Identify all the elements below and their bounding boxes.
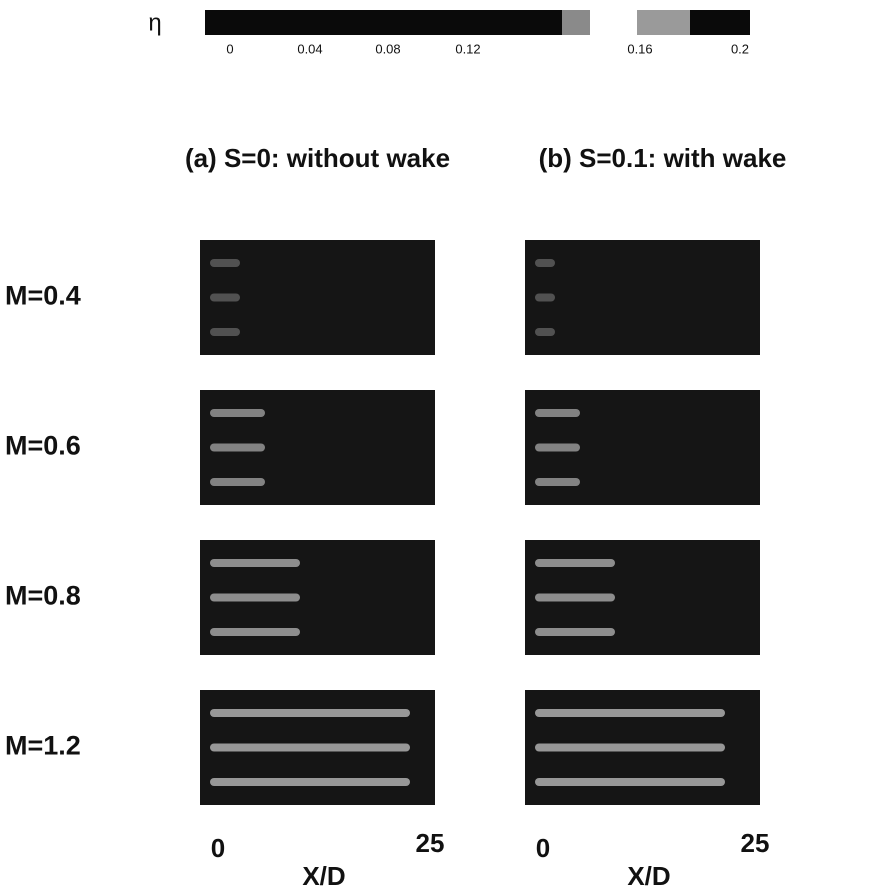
coolant-streak <box>535 628 615 636</box>
coolant-streak <box>535 259 555 267</box>
coolant-streak <box>210 628 300 636</box>
coolant-streak <box>535 709 725 717</box>
coolant-streak <box>535 744 725 752</box>
coolant-streak <box>535 444 580 452</box>
coolant-streak <box>535 409 580 417</box>
coolant-streak <box>535 559 615 567</box>
column-title: (b) S=0.1: with wake <box>539 143 787 173</box>
coolant-streak <box>210 294 240 302</box>
coolant-streak <box>535 778 725 786</box>
row-label: M=0.8 <box>5 581 81 611</box>
coolant-streak <box>210 778 410 786</box>
colorbar-tick: 0 <box>226 41 233 56</box>
colorbar-tick: 0.08 <box>375 41 400 56</box>
axis-label: X/D <box>627 861 670 891</box>
axis-end: 25 <box>741 828 770 858</box>
colorbar-segment <box>690 10 750 35</box>
coolant-streak <box>535 328 555 336</box>
colorbar-tick: 0.2 <box>731 41 749 56</box>
axis-label: X/D <box>302 861 345 891</box>
axis-start: 0 <box>536 833 550 863</box>
coolant-streak <box>210 444 265 452</box>
coolant-streak <box>210 328 240 336</box>
coolant-streak <box>210 744 410 752</box>
colorbar-tick: 0.16 <box>627 41 652 56</box>
colorbar-segment <box>562 10 590 35</box>
coolant-streak <box>210 409 265 417</box>
coolant-streak <box>210 709 410 717</box>
colorbar-tick: 0.04 <box>297 41 322 56</box>
colorbar-segment <box>637 10 690 35</box>
coolant-streak <box>535 294 555 302</box>
colorbar-tick: 0.12 <box>455 41 480 56</box>
coolant-streak <box>210 594 300 602</box>
coolant-streak <box>210 559 300 567</box>
row-label: M=0.4 <box>5 281 81 311</box>
row-label: M=0.6 <box>5 431 81 461</box>
coolant-streak <box>535 594 615 602</box>
axis-start: 0 <box>211 833 225 863</box>
coolant-streak <box>535 478 580 486</box>
colorbar-label: η <box>148 9 161 36</box>
axis-end: 25 <box>416 828 445 858</box>
row-label: M=1.2 <box>5 731 81 761</box>
coolant-streak <box>210 478 265 486</box>
figure: η 0 0.04 0.08 0.12 0.16 0.2 (a) S=0: without w… <box>0 0 872 892</box>
column-title: (a) S=0: without wake <box>185 143 450 173</box>
coolant-streak <box>210 259 240 267</box>
colorbar-segment <box>205 10 562 35</box>
contour-panel <box>525 240 760 355</box>
